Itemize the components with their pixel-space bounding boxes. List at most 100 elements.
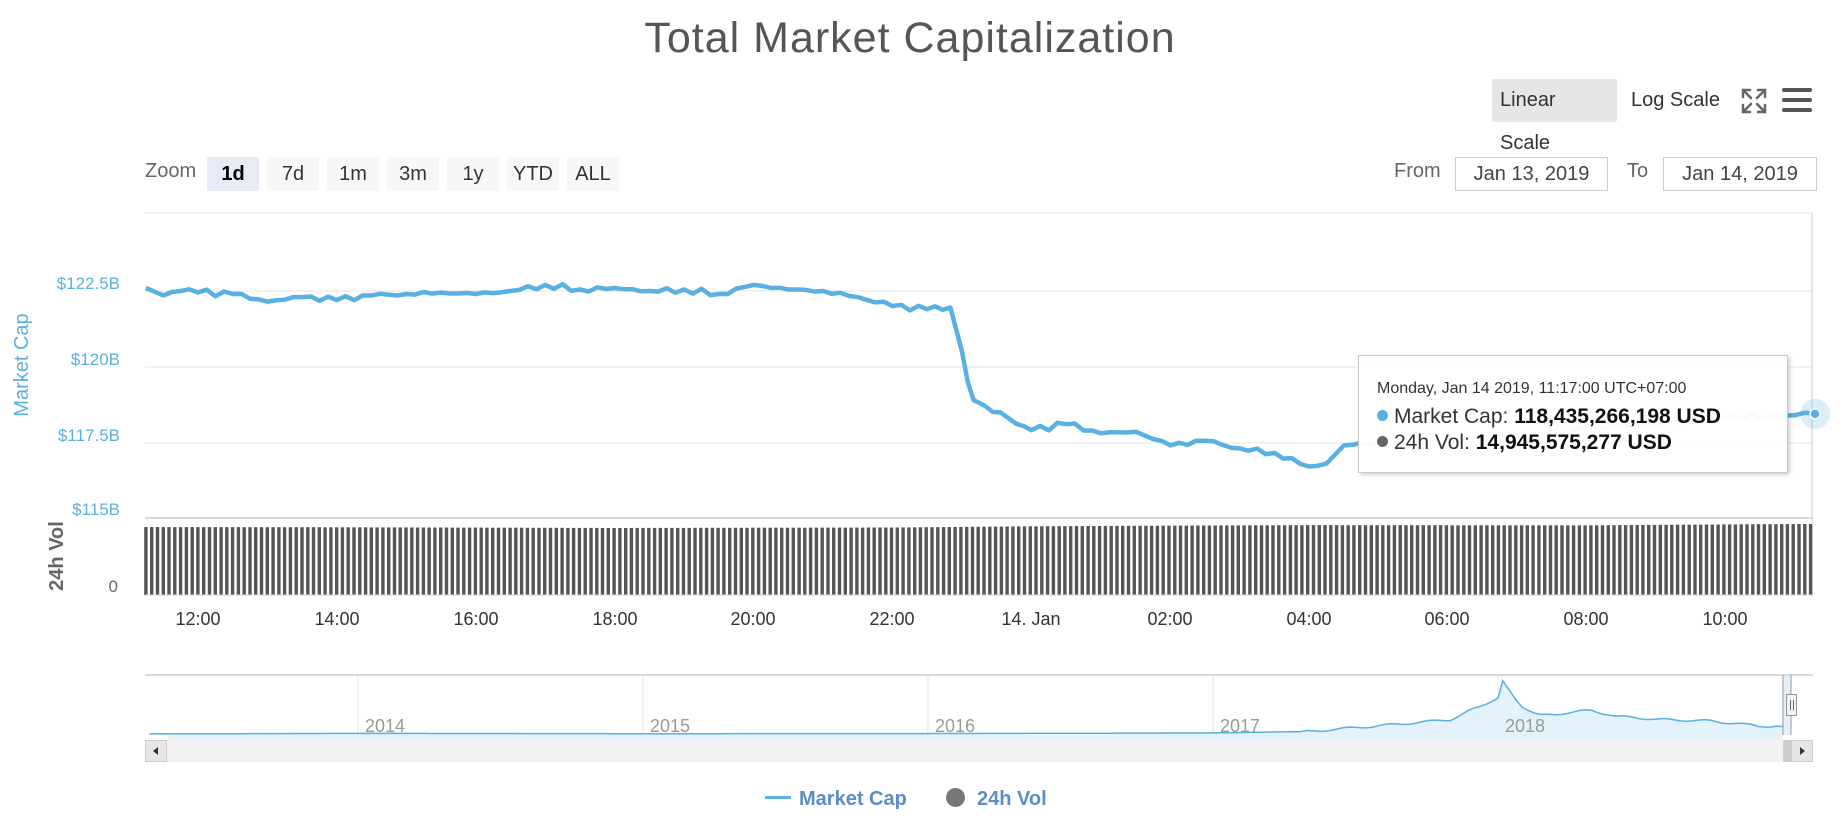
log-scale-button[interactable]: Log Scale [1631,89,1720,111]
navigator-scrollbar-track[interactable] [145,740,1813,762]
linear-scale-button[interactable]: Linear Scale [1492,79,1617,154]
volume-bar [1410,525,1414,595]
volume-bar [184,527,189,595]
volume-bar [248,527,252,595]
volume-bar [600,528,605,595]
range-to-input[interactable] [1663,157,1817,191]
volume-bar [1785,524,1790,595]
volume-bar [1780,524,1784,595]
volume-bar [1011,526,1015,595]
y-tick-label: $115B [72,500,120,519]
volume-bar [1271,525,1275,595]
volume-bar [1485,525,1489,595]
volume-bar [1496,525,1501,595]
zoom-3m-button[interactable]: 3m [387,157,439,191]
volume-bar [704,527,709,595]
hamburger-menu-icon[interactable] [1782,86,1812,114]
volume-bar [589,527,593,595]
legend-label-24h-vol: 24h Vol [977,788,1047,810]
zoom-7d-button[interactable]: 7d [267,157,319,191]
line-legend-icon [765,796,791,800]
volume-bar [346,527,350,595]
volume-bar [1069,526,1073,595]
volume-bar [1675,524,1680,595]
volume-bar [652,527,657,595]
volume-bar [1173,525,1177,595]
scroll-left-button[interactable] [145,740,167,762]
volume-bar [311,527,316,595]
volume-bar [1479,525,1483,595]
market-cap-dot-icon [1377,409,1388,421]
zoom-1y-button[interactable]: 1y [447,157,499,191]
volume-bar [178,527,183,595]
volume-bar [282,527,287,595]
volume-bar [1566,525,1570,595]
arrow-left-icon [153,747,158,755]
volume-bar [1236,525,1240,595]
legend-item-24h-vol[interactable]: 24h Vol [946,788,1047,814]
volume-bar [1618,525,1622,595]
volume-bar [745,527,749,595]
volume-bar [1438,525,1443,595]
volume-bar [1045,526,1050,595]
legend-item-market-cap[interactable]: Market Cap [765,788,907,814]
navigator-handle[interactable] [1786,694,1797,716]
volume-bar [381,527,385,595]
volume-bar [970,526,975,595]
volume-bar [768,527,772,595]
zoom-1m-button[interactable]: 1m [327,157,379,191]
volume-bar [780,527,784,595]
volume-bar [225,527,229,595]
volume-bar [629,528,634,595]
volume-bar [699,527,703,595]
volume-bar [1577,525,1582,595]
volume-bar [196,527,200,595]
volume-bar [1300,525,1304,595]
volume-bar [1230,525,1235,595]
volume-bar [1063,526,1067,595]
volume-bar [554,527,558,595]
x-tick-label: 16:00 [453,609,498,629]
zoom-all-button[interactable]: ALL [567,157,619,191]
volume-bar [733,527,738,595]
volume-bar [849,527,853,595]
volume-bar [797,527,801,595]
range-from-label: From [1394,160,1441,182]
x-tick-label: 18:00 [592,609,637,629]
volume-bar [1433,525,1437,595]
x-tick-label: 08:00 [1563,609,1608,629]
volume-bar [300,527,304,595]
volume-bar [647,527,651,595]
volume-bar [1358,525,1362,595]
volume-bar [392,527,397,595]
volume-bar [1022,526,1027,595]
volume-bar [1213,525,1217,595]
volume-bar [167,527,171,595]
volume-bar [618,528,622,595]
volume-bar [808,527,813,595]
volume-bar [988,526,992,595]
volume-bar [230,527,235,595]
fullscreen-icon[interactable] [1740,87,1768,115]
volume-bar [820,527,824,595]
volume-bar [1346,525,1350,595]
range-from-input[interactable] [1455,157,1608,191]
navigator-line [149,679,1783,735]
scroll-right-button[interactable] [1791,740,1813,762]
volume-bar [1086,526,1090,595]
volume-bar [1514,525,1518,595]
volume-bar [722,527,726,595]
volume-bar [1184,525,1188,595]
volume-bar [1664,524,1668,595]
volume-bar [1543,525,1547,595]
volume-bar [762,527,767,595]
volume-bar [1687,524,1691,595]
zoom-ytd-button[interactable]: YTD [507,157,559,191]
x-tick-label: 22:00 [869,609,914,629]
volume-bar [1681,524,1686,595]
zoom-1d-button[interactable]: 1d [207,157,259,191]
volume-bar [1467,525,1472,595]
volume-bar [1254,525,1258,595]
volume-bar [860,527,865,595]
volume-bar [335,527,339,595]
